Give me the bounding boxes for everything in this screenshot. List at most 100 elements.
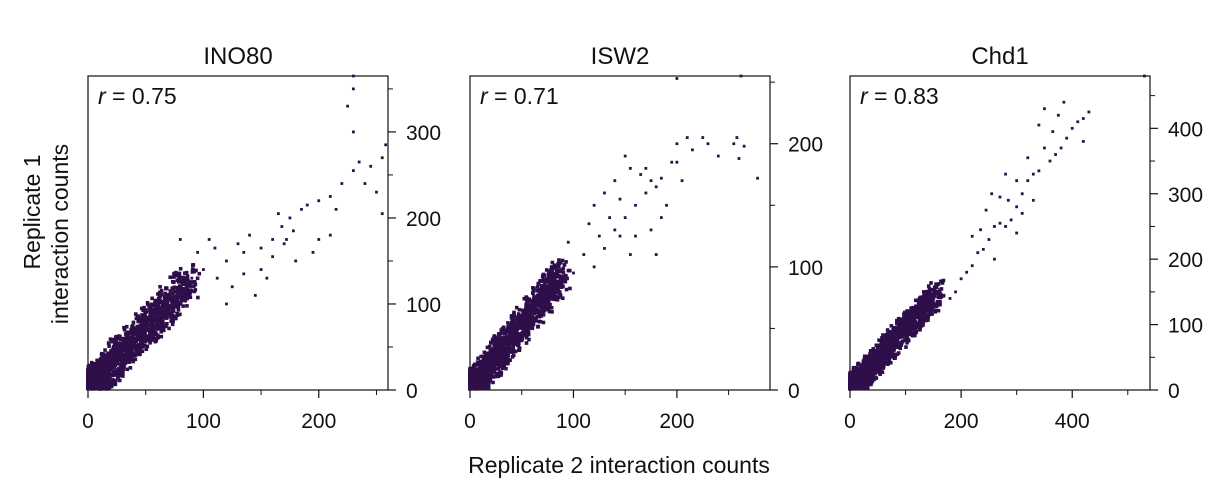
cluster-point [103, 354, 108, 359]
cluster-point [196, 295, 200, 300]
cluster-point [144, 347, 149, 351]
cluster-point [563, 279, 568, 284]
cluster-point [560, 258, 565, 263]
cluster-point [484, 356, 488, 360]
cluster-point [113, 379, 117, 384]
cluster-point [547, 305, 551, 310]
cluster-point [550, 310, 554, 314]
cluster-point [143, 318, 148, 322]
cluster-point [544, 268, 549, 272]
x-tick-label: 100 [186, 410, 221, 433]
cluster-point [148, 328, 152, 333]
cluster-point [499, 341, 504, 345]
cluster-point [869, 379, 873, 383]
cluster-point [921, 320, 925, 325]
cluster-point [125, 349, 130, 354]
cluster-point [188, 295, 193, 300]
data-point [993, 225, 996, 228]
cluster-point [519, 338, 524, 343]
x-tick-label: 200 [659, 410, 694, 433]
cluster-point [110, 353, 115, 358]
cluster-point [508, 349, 512, 353]
data-point [242, 250, 246, 254]
cluster-point [886, 345, 891, 350]
cluster-point [173, 301, 177, 306]
cluster-point [498, 354, 502, 359]
cluster-point [930, 300, 935, 305]
cluster-point [156, 292, 160, 296]
data-point [587, 222, 591, 226]
cluster-point [902, 316, 906, 321]
data-point [685, 136, 689, 139]
cluster-point [886, 333, 891, 338]
cluster-point [556, 288, 560, 292]
cluster-point [111, 349, 115, 354]
cluster-point [125, 345, 130, 350]
cluster-point [928, 297, 933, 302]
data-point [608, 216, 612, 220]
cluster-point [880, 336, 884, 340]
cluster-point [514, 330, 519, 335]
cluster-point [899, 326, 904, 331]
y-tick-label: 400 [1168, 118, 1203, 141]
cluster-point [150, 337, 155, 341]
cluster-point [178, 312, 182, 317]
dense-point-cluster [86, 262, 202, 391]
cluster-point [190, 280, 195, 284]
data-point [1015, 231, 1019, 235]
cluster-point [175, 300, 179, 304]
cluster-point [483, 362, 487, 367]
data-point [623, 154, 627, 158]
cluster-point [157, 315, 162, 320]
cluster-point [889, 330, 894, 334]
dense-point-cluster [848, 278, 946, 391]
cluster-point [543, 279, 548, 283]
cluster-point [142, 343, 147, 348]
cluster-point [114, 357, 119, 361]
data-point [691, 148, 694, 152]
cluster-point [168, 275, 172, 280]
data-point [242, 272, 246, 276]
cluster-point [164, 286, 169, 291]
cluster-point [921, 302, 925, 307]
cluster-point [877, 361, 882, 365]
cluster-point [865, 355, 870, 359]
data-point [213, 246, 217, 250]
cluster-point [917, 304, 922, 308]
cluster-point [530, 321, 534, 326]
data-point [623, 216, 627, 220]
cluster-point [182, 294, 187, 298]
cluster-point [148, 306, 153, 310]
cluster-core [850, 372, 870, 390]
cluster-point [100, 360, 104, 365]
cluster-point [509, 331, 513, 335]
cluster-point [133, 357, 138, 362]
cluster-point [869, 382, 873, 387]
cluster-point [552, 265, 557, 269]
cluster-point [518, 320, 522, 325]
data-point [201, 268, 205, 271]
data-point [998, 221, 1002, 225]
cluster-point [916, 301, 921, 306]
cluster-point [893, 326, 897, 331]
data-point [732, 142, 736, 146]
cluster-point [151, 316, 155, 321]
cluster-point [913, 331, 918, 335]
data-point [1081, 140, 1085, 143]
data-point [259, 246, 263, 250]
cluster-point [919, 310, 924, 314]
cluster-point [113, 351, 118, 355]
cluster-point [122, 364, 126, 368]
cluster-point [184, 280, 188, 284]
cluster-point [504, 358, 509, 363]
cluster-point [896, 331, 900, 335]
cluster-point [129, 343, 134, 348]
cluster-point [471, 364, 476, 368]
cluster-point [543, 281, 547, 286]
data-point [328, 195, 332, 198]
cluster-point [918, 324, 923, 329]
cluster-point [532, 316, 537, 320]
cluster-point [874, 362, 878, 366]
cluster-point [541, 277, 546, 282]
